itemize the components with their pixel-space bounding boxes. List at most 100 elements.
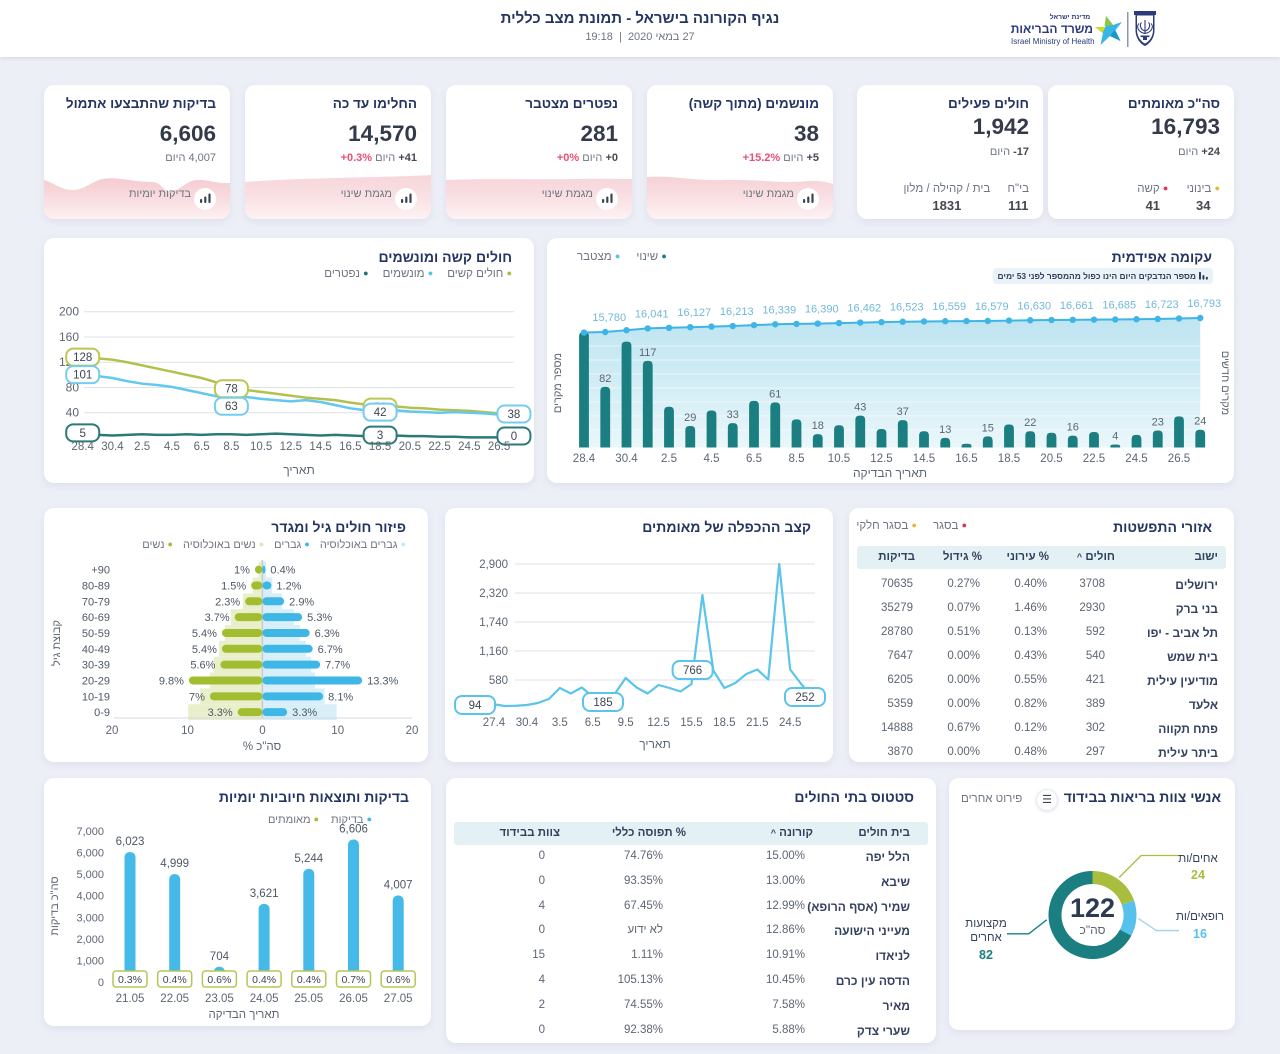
svg-text:6.3%: 6.3%: [315, 628, 340, 640]
svg-text:0.4%: 0.4%: [270, 565, 295, 577]
svg-text:16,661: 16,661: [1060, 300, 1094, 312]
svg-text:5.4%: 5.4%: [192, 628, 217, 640]
svg-text:0: 0: [511, 431, 517, 443]
svg-text:22.5: 22.5: [1083, 453, 1105, 465]
svg-text:82: 82: [979, 948, 993, 962]
svg-text:16,723: 16,723: [1145, 299, 1179, 311]
svg-text:6.7%: 6.7%: [318, 644, 343, 656]
svg-text:5.4%: 5.4%: [192, 644, 217, 656]
svg-text:252: 252: [795, 692, 814, 704]
svg-text:60-69: 60-69: [82, 612, 110, 624]
svg-text:‎% סה"כ: ‎% סה"כ: [243, 741, 281, 753]
svg-text:21.5: 21.5: [746, 717, 768, 729]
svg-text:6.5: 6.5: [746, 453, 762, 465]
svg-text:3.5: 3.5: [552, 717, 568, 729]
svg-text:5.6%: 5.6%: [190, 660, 215, 672]
svg-text:מספר מקרים: מספר מקרים: [552, 353, 564, 413]
svg-text:3.3%: 3.3%: [208, 707, 233, 719]
svg-text:1.2%: 1.2%: [276, 580, 301, 592]
svg-text:אחרים: אחרים: [970, 932, 1002, 944]
svg-text:+90: +90: [91, 565, 110, 577]
svg-text:20.5: 20.5: [399, 441, 421, 453]
svg-text:Israel Ministry of Health: Israel Ministry of Health: [1011, 37, 1095, 46]
svg-text:122: 122: [1070, 893, 1115, 923]
svg-text:1,160: 1,160: [479, 646, 508, 658]
svg-text:3,621: 3,621: [250, 888, 279, 900]
svg-text:13.3%: 13.3%: [367, 675, 398, 687]
svg-text:24: 24: [1191, 868, 1205, 882]
svg-text:30.4: 30.4: [516, 717, 539, 729]
svg-text:25.05: 25.05: [294, 993, 323, 1005]
svg-text:16: 16: [1193, 927, 1207, 941]
svg-text:16,685: 16,685: [1102, 299, 1136, 311]
svg-text:27.4: 27.4: [483, 717, 506, 729]
svg-text:24: 24: [1194, 416, 1206, 428]
svg-text:15,780: 15,780: [592, 312, 626, 324]
svg-text:0.4%: 0.4%: [163, 974, 187, 986]
svg-text:16,462: 16,462: [847, 303, 881, 315]
svg-text:קבוצת גיל: קבוצת גיל: [50, 620, 63, 666]
svg-text:14.5: 14.5: [913, 453, 935, 465]
svg-text:סה"כ: סה"כ: [1080, 923, 1106, 937]
svg-text:18.5: 18.5: [369, 441, 391, 453]
svg-text:4,007: 4,007: [384, 880, 413, 892]
svg-text:30.4: 30.4: [101, 441, 124, 453]
svg-text:6.5: 6.5: [194, 441, 210, 453]
svg-text:24.5: 24.5: [1125, 453, 1147, 465]
svg-text:1,000: 1,000: [76, 955, 104, 967]
svg-text:5,000: 5,000: [76, 869, 104, 881]
svg-text:16: 16: [1067, 422, 1079, 434]
svg-text:185: 185: [593, 697, 612, 709]
svg-text:תאריך הבדיקה: תאריך הבדיקה: [853, 466, 927, 480]
svg-text:15: 15: [982, 422, 994, 434]
svg-text:16.5: 16.5: [955, 453, 977, 465]
svg-text:0.3%: 0.3%: [118, 974, 142, 986]
svg-text:סה"כ בדיקות: סה"כ בדיקות: [49, 876, 61, 935]
svg-text:0.4%: 0.4%: [297, 974, 321, 986]
svg-text:9.5: 9.5: [618, 717, 634, 729]
svg-text:30-39: 30-39: [82, 660, 110, 672]
svg-text:2,000: 2,000: [76, 934, 104, 946]
svg-text:24.5: 24.5: [458, 441, 480, 453]
svg-text:תאריך הבדיקה: תאריך הבדיקה: [208, 1009, 279, 1021]
svg-text:2.3%: 2.3%: [215, 596, 240, 608]
svg-text:63: 63: [225, 401, 238, 413]
svg-text:80-89: 80-89: [82, 580, 110, 592]
svg-text:0.7%: 0.7%: [342, 974, 366, 986]
svg-text:16,579: 16,579: [975, 301, 1009, 313]
svg-text:30.4: 30.4: [615, 453, 638, 465]
svg-text:37: 37: [897, 406, 909, 418]
svg-text:22.5: 22.5: [428, 441, 450, 453]
svg-text:766: 766: [683, 665, 702, 677]
svg-text:0.6%: 0.6%: [207, 974, 231, 986]
svg-text:2,900: 2,900: [479, 559, 508, 571]
svg-text:9.8%: 9.8%: [159, 675, 184, 687]
svg-text:24.05: 24.05: [250, 993, 279, 1005]
svg-text:8.5: 8.5: [223, 441, 239, 453]
svg-text:4: 4: [1112, 431, 1118, 443]
svg-text:משרד הבריאות: משרד הבריאות: [1011, 22, 1093, 36]
svg-text:29: 29: [684, 412, 696, 424]
svg-text:50-59: 50-59: [82, 628, 110, 640]
svg-text:6,000: 6,000: [76, 848, 104, 860]
svg-text:42: 42: [374, 407, 387, 419]
svg-text:61: 61: [769, 388, 781, 400]
svg-text:82: 82: [599, 373, 611, 385]
svg-text:160: 160: [59, 330, 79, 344]
svg-text:16,127: 16,127: [677, 307, 711, 319]
svg-text:12.5: 12.5: [280, 441, 302, 453]
svg-text:7.7%: 7.7%: [325, 660, 350, 672]
svg-text:28.4: 28.4: [573, 453, 596, 465]
svg-text:128: 128: [73, 352, 92, 364]
svg-text:10.5: 10.5: [828, 453, 850, 465]
svg-text:70-79: 70-79: [82, 596, 110, 608]
svg-text:3,000: 3,000: [76, 912, 104, 924]
svg-text:18.5: 18.5: [998, 453, 1020, 465]
svg-text:2.5: 2.5: [134, 441, 150, 453]
svg-text:200: 200: [59, 305, 79, 319]
svg-text:0-9: 0-9: [94, 707, 110, 719]
svg-text:16,213: 16,213: [720, 306, 754, 318]
svg-text:94: 94: [469, 700, 482, 712]
svg-text:16.5: 16.5: [339, 441, 361, 453]
svg-text:2.5: 2.5: [661, 453, 677, 465]
